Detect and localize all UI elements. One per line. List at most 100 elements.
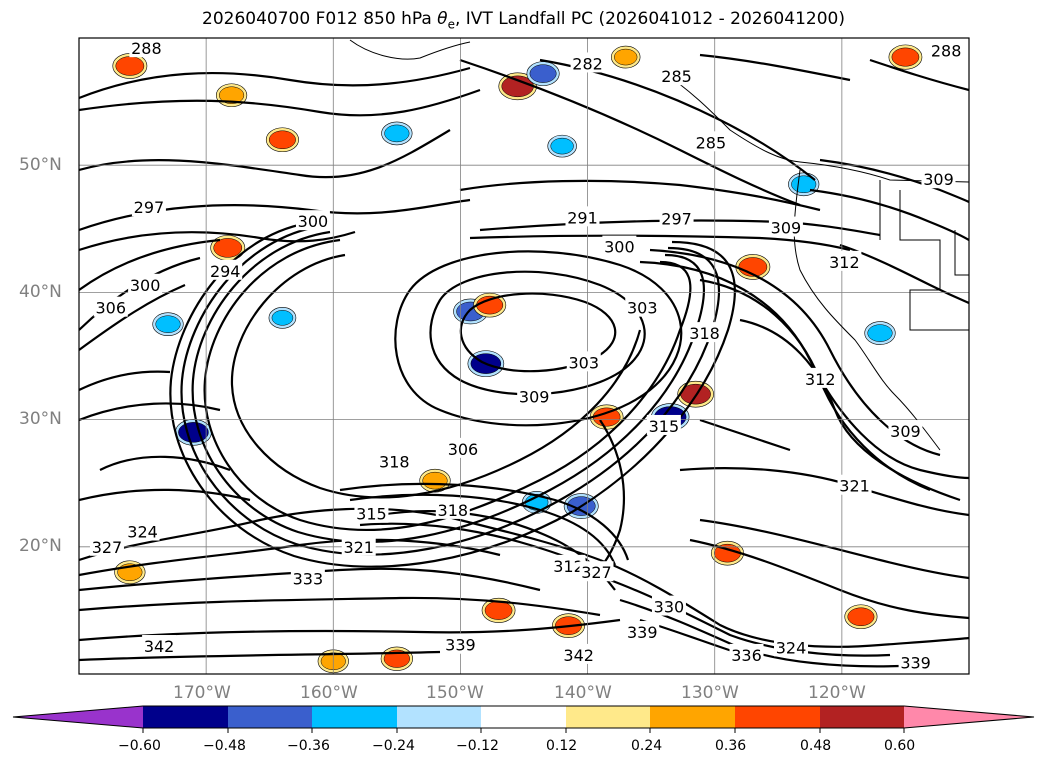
contour-label-bg: [566, 351, 601, 372]
pc-shading-layer: [112, 44, 923, 674]
contour-label-bg: [517, 385, 552, 406]
contour-line: [79, 618, 621, 642]
contour-label-bg: [898, 651, 933, 672]
pc-shade-core: [422, 471, 448, 490]
contour-label-bg: [646, 414, 681, 435]
colorbar-tick-label: −0.36: [287, 738, 330, 754]
map-frame: [78, 37, 970, 675]
pc-shade-core: [614, 48, 638, 66]
colorbar-tick-label: 0.24: [631, 738, 663, 754]
longitude-label: 150°W: [426, 683, 484, 703]
contour-line: [79, 370, 171, 391]
contour-label: 339: [900, 654, 931, 673]
longitude-label: 140°W: [554, 683, 612, 703]
longitude-label: 160°W: [300, 683, 358, 703]
contour-label-bg: [354, 502, 389, 523]
contour-label: 312: [553, 557, 584, 576]
pc-shade-core: [178, 422, 209, 443]
contour-label-bg: [659, 207, 694, 228]
contour-label: 282: [572, 54, 603, 73]
coastline-path: [659, 69, 969, 183]
colorbar-tick-label: −0.24: [372, 738, 415, 754]
contour-line: [79, 88, 481, 117]
contour-label: 330: [654, 598, 685, 617]
contour-label-bg: [377, 450, 412, 471]
contour-label: 315: [356, 505, 387, 524]
contour-label: 342: [563, 646, 594, 665]
contour-line: [79, 238, 221, 291]
contour-label: 285: [696, 133, 727, 152]
contour-label: 297: [661, 210, 692, 229]
contour-line: [339, 482, 630, 561]
contour-line: [639, 260, 969, 480]
contour-label: 288: [931, 42, 962, 61]
contour-label: 309: [890, 422, 921, 441]
contour-label: 309: [519, 388, 550, 407]
contour-line: [79, 650, 441, 662]
pc-shade-core: [891, 47, 920, 67]
latitude-label: 30°N: [19, 409, 62, 429]
contour-label: 324: [127, 523, 158, 542]
latitude-label: 40°N: [19, 282, 62, 302]
contour-label: 291: [567, 208, 598, 227]
contour-line: [699, 53, 851, 82]
contour-label: 321: [343, 538, 374, 557]
contour-label: 306: [96, 299, 127, 318]
contour-label-bg: [435, 498, 470, 519]
longitude-label: 130°W: [681, 683, 739, 703]
contour-label-bg: [128, 273, 163, 294]
contour-label-bg: [561, 643, 596, 664]
contour-label-bg: [290, 567, 325, 588]
latitude-label: 50°N: [19, 155, 62, 175]
contour-label: 303: [627, 299, 658, 318]
pc-shade-core: [115, 56, 145, 76]
contour-line: [699, 418, 791, 452]
contour-label: 315: [649, 417, 680, 436]
contour-label: 321: [839, 477, 870, 496]
contour-label-bg: [551, 554, 586, 575]
contour-line: [79, 230, 356, 252]
pc-shade-core: [847, 607, 875, 627]
pc-shade-core: [592, 407, 621, 427]
contour-label-bg: [129, 37, 164, 58]
contour-line: [79, 538, 501, 577]
contour-label-bg: [341, 535, 376, 556]
contour-label-bg: [131, 196, 166, 217]
latitude-label: 20°N: [19, 536, 62, 556]
contour-line: [459, 179, 821, 212]
contour-label-bg: [579, 561, 614, 582]
coastline-path: [349, 39, 471, 60]
contour-line: [79, 488, 251, 502]
contour-line: [394, 250, 683, 427]
contour-label: 300: [130, 276, 161, 295]
contour-label-bg: [625, 621, 660, 642]
contour-line: [609, 578, 891, 657]
contour-label: 318: [438, 501, 469, 520]
contour-label-bg: [888, 420, 923, 441]
contour-label: 312: [829, 253, 860, 272]
contour-line: [79, 567, 541, 592]
contour-label: 333: [293, 570, 324, 589]
contour-line: [469, 234, 851, 252]
contour-label: 342: [144, 637, 175, 656]
contour-label-bg: [443, 633, 478, 654]
contour-line: [739, 318, 961, 502]
contour-label-bg: [565, 206, 600, 227]
colorbar-tick-label: −0.12: [456, 738, 499, 754]
contour-label-bg: [929, 39, 964, 60]
contour-label-bg: [89, 535, 124, 556]
pc-shade-core: [155, 315, 181, 333]
contour-label: 309: [923, 170, 954, 189]
contour-line: [230, 253, 642, 499]
contour-label-bg: [827, 250, 862, 271]
contour-label: 336: [731, 646, 762, 665]
colorbar-tick-label: −0.60: [118, 738, 161, 754]
contour-line: [839, 243, 969, 305]
pc-shade-core: [383, 649, 410, 668]
coastline-path: [954, 230, 969, 276]
contour-label: 309: [771, 219, 802, 238]
contour-label: 285: [661, 67, 692, 86]
contour-line: [869, 58, 969, 92]
contour-label: 288: [131, 39, 162, 58]
